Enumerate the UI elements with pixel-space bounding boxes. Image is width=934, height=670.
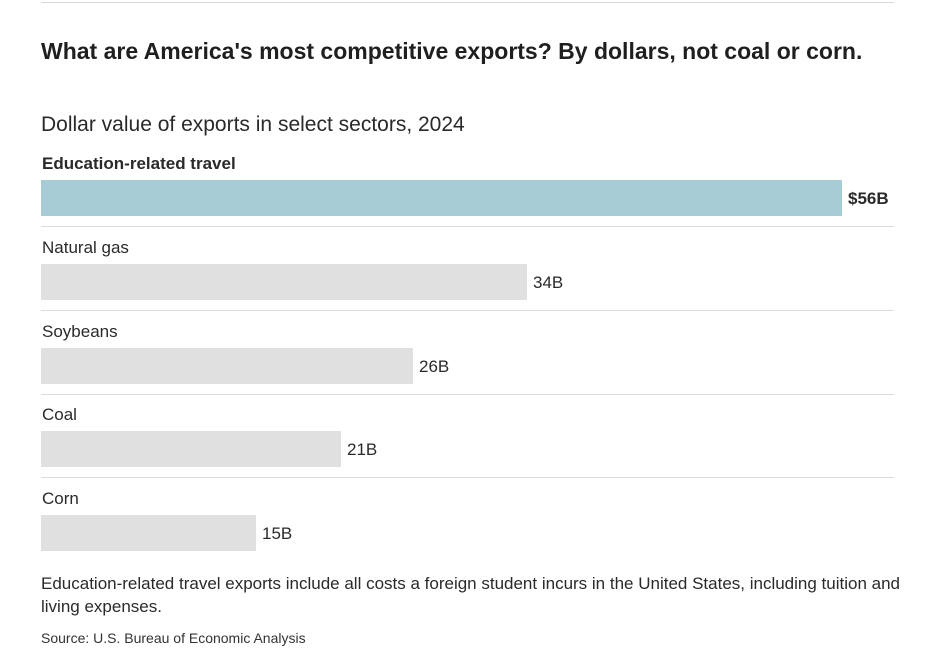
- bar-category-label: Soybeans: [42, 321, 118, 341]
- bar: [41, 180, 842, 216]
- bar-row: Education-related travel $56B: [41, 150, 894, 234]
- chart-title: What are America's most competitive expo…: [41, 38, 863, 64]
- bar-value-label: 21B: [347, 440, 378, 460]
- bar-category-label: Natural gas: [42, 237, 129, 257]
- bar-category-label: Coal: [42, 405, 77, 425]
- bar: [41, 515, 256, 551]
- bar-value-label: 26B: [419, 356, 450, 376]
- chart-subtitle: Dollar value of exports in select sector…: [41, 113, 465, 136]
- bar-row: Corn 15B: [41, 485, 894, 569]
- bar-value-label: $56B: [848, 189, 889, 208]
- top-divider: [41, 2, 894, 3]
- bar-category-label: Corn: [42, 489, 79, 508]
- bar-row: Coal 21B: [41, 401, 894, 485]
- bar: [41, 347, 413, 384]
- bar-value-label: 15B: [262, 524, 293, 543]
- chart-note: Education-related travel exports include…: [41, 574, 900, 616]
- row-divider: [41, 226, 894, 227]
- chart-source: Source: U.S. Bureau of Economic Analysis: [41, 630, 306, 646]
- bar: [41, 431, 341, 468]
- bar-row: Soybeans 26B: [41, 318, 894, 402]
- bar-category-label: Education-related travel: [42, 154, 236, 173]
- bar-row: Natural gas 34B: [41, 234, 894, 318]
- row-divider: [41, 393, 894, 395]
- bar-chart: Education-related travel $56B Natural gas 3…: [41, 150, 894, 569]
- row-divider: [41, 309, 894, 311]
- bar: [41, 263, 527, 300]
- row-divider: [41, 477, 894, 479]
- bar-value-label: 34B: [533, 272, 564, 292]
